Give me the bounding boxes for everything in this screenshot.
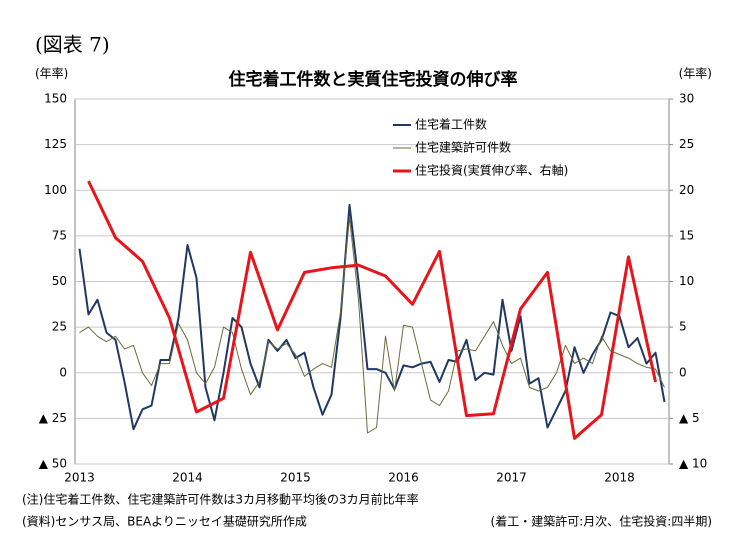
y2-tick-label: 25 — [679, 137, 694, 151]
y-tick-label: 25 — [52, 320, 67, 334]
x-tick-label: 2017 — [496, 471, 527, 485]
y2-tick-label: ▲ 5 — [679, 411, 700, 425]
y2-tick-label: 20 — [679, 183, 694, 197]
y2-tick-label: ▲ 10 — [679, 457, 707, 471]
x-tick-label: 2014 — [172, 471, 203, 485]
y2-axis-label: (年率) — [679, 66, 712, 81]
series-line — [79, 217, 665, 434]
series-line — [78, 203, 666, 431]
y2-tick-label: 5 — [679, 320, 687, 334]
x-tick-label: 2018 — [604, 471, 635, 485]
y-tick-label: 50 — [52, 274, 67, 288]
frequency-note: (着工・建築許可:月次、住宅投資:四半期) — [491, 514, 712, 529]
y-tick-label: ▲ 25 — [39, 411, 67, 425]
y-tick-label: 150 — [44, 92, 67, 106]
legend-label: 住宅着工件数 — [415, 117, 487, 132]
x-tick-label: 2016 — [388, 471, 419, 485]
x-tick-label: 2015 — [280, 471, 311, 485]
x-tick-label: 2013 — [64, 471, 95, 485]
y-axis-label: (年率) — [35, 66, 68, 81]
y2-tick-label: 15 — [679, 228, 694, 242]
y2-tick-label: 10 — [679, 274, 694, 288]
legend-label: 住宅建築許可件数 — [415, 140, 511, 155]
note: (注)住宅着工件数、住宅建築許可件数は3カ月移動平均後の3カ月前比年率 — [22, 492, 419, 507]
y-tick-label: 100 — [44, 183, 67, 197]
y-tick-label: 125 — [44, 137, 67, 151]
y2-tick-label: 0 — [679, 365, 687, 379]
y-tick-label: 0 — [59, 365, 67, 379]
y-tick-label: ▲ 50 — [39, 457, 67, 471]
source: (資料)センサス局、BEAよりニッセイ基礎研究所作成 — [22, 514, 307, 529]
series-line — [87, 180, 657, 440]
y-tick-label: 75 — [52, 228, 67, 242]
figure-number: (図表 7) — [35, 33, 110, 57]
legend-label: 住宅投資(実質伸び率、右軸) — [415, 163, 568, 178]
y2-tick-label: 30 — [679, 92, 694, 106]
chart-title: 住宅着工件数と実質住宅投資の伸び率 — [229, 69, 518, 90]
